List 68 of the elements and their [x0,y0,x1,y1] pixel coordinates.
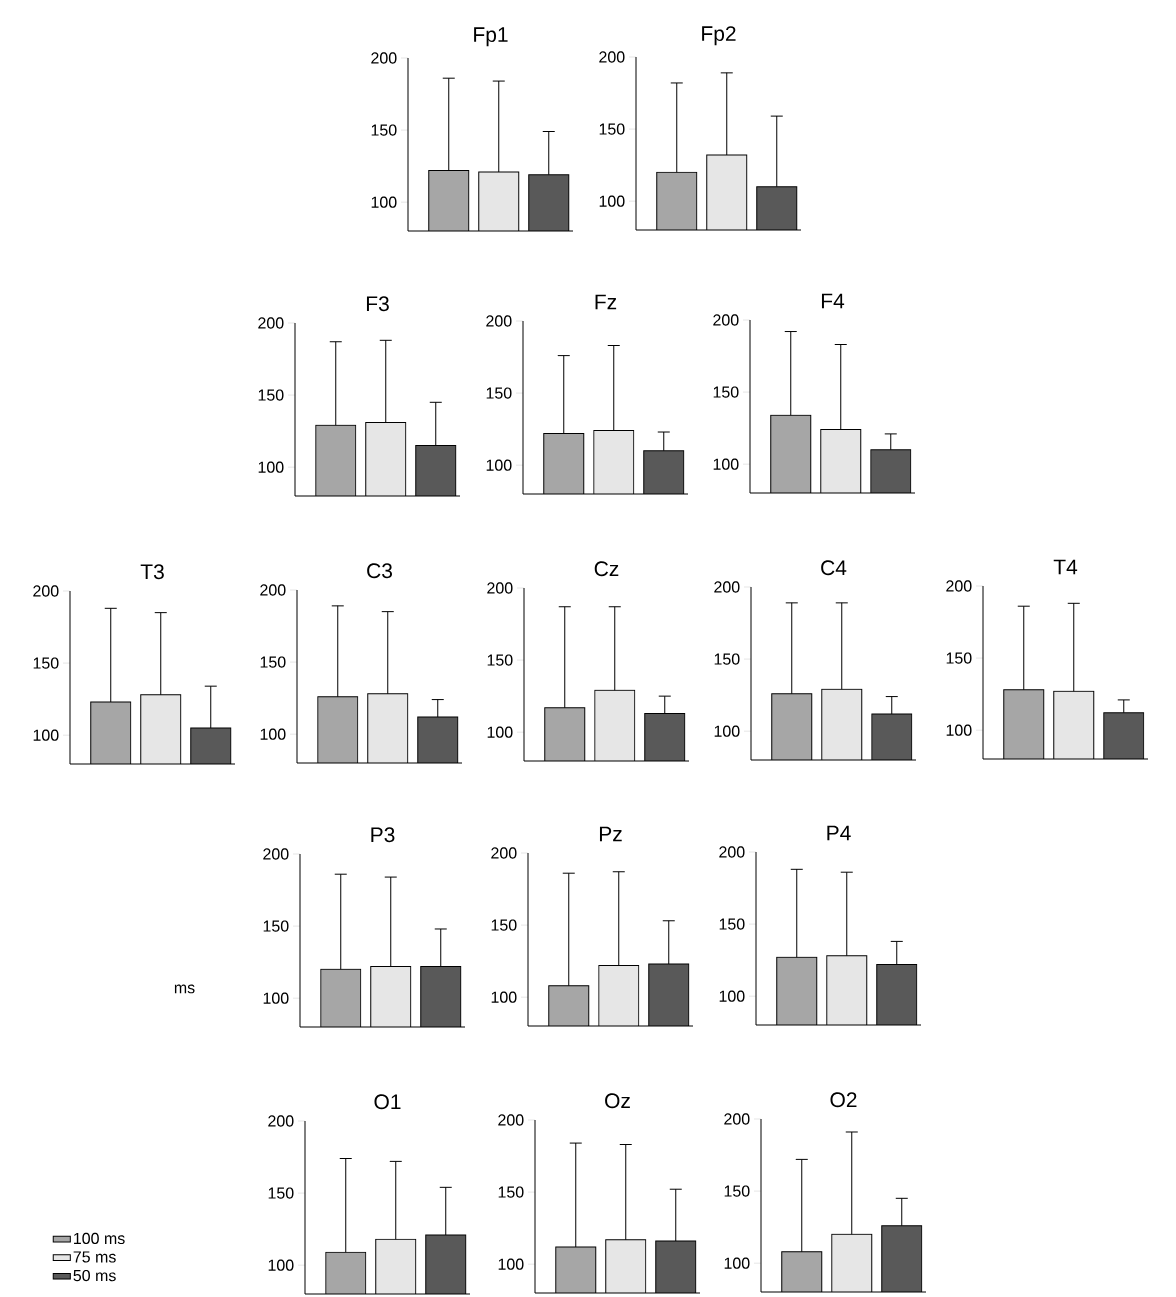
y-tick-label: 100 [33,729,59,741]
y-tick-label: 200 [714,581,740,593]
y-tick-label: 200 [486,315,512,327]
y-tick-label: 200 [599,51,625,63]
y-tick-label: 150 [498,1186,524,1198]
chart-title: O1 [374,1094,401,1110]
chart-title: Oz [605,1093,630,1109]
chart-title: Pz [599,826,622,842]
chart-title: P3 [371,827,395,843]
chart-title: P4 [827,825,851,841]
y-tick-label: 100 [498,1258,524,1270]
y-tick-label: 150 [486,387,512,399]
y-tick-label: 150 [491,919,517,931]
y-tick-label: 150 [713,386,739,398]
y-tick-label: 200 [724,1113,750,1125]
chart-title: T4 [1053,559,1078,575]
y-tick-label: 150 [33,657,59,669]
y-tick-label: 100 [486,459,512,471]
y-tick-label: 200 [487,582,513,594]
legend-label: 50 ms [73,1269,116,1282]
y-tick-label: 200 [260,584,286,596]
y-tick-label: 100 [714,725,740,737]
y-tick-label: 150 [258,389,284,401]
y-tick-label: 200 [713,314,739,326]
y-tick-label: 150 [714,653,740,665]
y-tick-label: 150 [371,124,397,136]
y-tick-label: 150 [487,654,513,666]
y-tick-label: 150 [599,123,625,135]
y-tick-label: 200 [946,580,972,592]
y-tick-label: 200 [498,1114,524,1126]
chart-title: C4 [821,560,847,576]
y-tick-label: 100 [263,992,289,1004]
y-tick-label: 100 [491,991,517,1003]
chart-title: Fz [595,294,617,310]
y-tick-label: 100 [371,196,397,208]
y-tick-label: 100 [946,724,972,736]
chart-title: O2 [830,1092,857,1108]
y-tick-label: 100 [713,458,739,470]
y-tick-label: 100 [258,461,284,473]
y-tick-label: 200 [268,1115,294,1127]
y-tick-label: 100 [487,726,513,738]
y-tick-label: 100 [599,195,625,207]
y-tick-label: 200 [33,585,59,597]
legend-label: 75 ms [73,1251,116,1263]
chart-title: T3 [140,564,164,580]
y-tick-label: 200 [491,847,517,859]
y-tick-label: 100 [268,1259,294,1271]
chart-title: Fp2 [702,26,736,46]
y-tick-label: 200 [258,317,284,329]
chart-title: Fp1 [474,27,508,47]
chart-title: C3 [367,563,392,579]
y-tick-label: 100 [724,1257,750,1269]
y-tick-label: 100 [260,728,286,740]
chart-title: F4 [821,293,845,309]
chart-title: Cz [594,561,619,577]
y-tick-label: 100 [719,990,745,1002]
legend-label: 100 ms [74,1232,125,1245]
y-axis-title: ms [174,984,195,994]
y-tick-label: 150 [719,918,745,930]
chart-title: F3 [366,296,389,312]
y-tick-label: 150 [260,656,286,668]
y-tick-label: 200 [719,846,745,858]
y-tick-label: 150 [724,1185,750,1197]
y-tick-label: 200 [263,848,289,860]
y-tick-label: 150 [263,920,289,932]
y-tick-label: 150 [268,1187,294,1199]
y-tick-label: 200 [371,52,397,64]
y-tick-label: 150 [946,652,972,664]
